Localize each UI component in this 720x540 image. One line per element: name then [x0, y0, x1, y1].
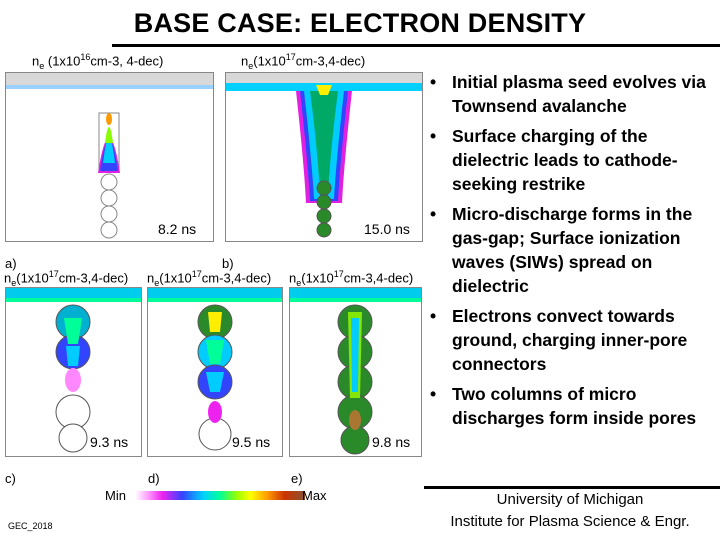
- bullet-item: • Initial plasma seed evolves via Townsen…: [430, 72, 706, 116]
- footer-affiliation: University of Michigan Institute for Pla…: [420, 489, 720, 533]
- panel-b-time: 15.0 ns: [364, 221, 410, 237]
- panel-e-letter: e): [291, 471, 303, 486]
- panel-b-plot: [225, 72, 423, 242]
- panel-d-time: 9.5 ns: [232, 434, 271, 450]
- panel-a-label: ne (1x1016cm-3, 4-dec): [32, 52, 164, 71]
- bullet-item: • Micro-discharge forms in the gas-gap; S…: [430, 204, 693, 296]
- colorbar: [135, 491, 305, 500]
- panel-a-time: 8.2 ns: [158, 221, 197, 237]
- bullet-marker: •: [430, 306, 437, 326]
- panel-d-letter: d): [148, 471, 160, 486]
- panel-a-letter: a): [5, 256, 17, 271]
- bullet-list: • Initial plasma seed evolves via Townsen…: [428, 70, 718, 436]
- title-underline: [112, 44, 720, 47]
- colorbar-max-label: Max: [302, 488, 327, 503]
- bullet-item: • Surface charging of the dielectric lead…: [430, 126, 678, 194]
- slide-title: BASE CASE: ELECTRON DENSITY: [133, 8, 587, 38]
- panel-c-time: 9.3 ns: [90, 434, 129, 450]
- bullet-item: • Electrons convect towards ground, charg…: [430, 306, 688, 374]
- panel-c-letter: c): [5, 471, 16, 486]
- panel-e-plot: [289, 287, 422, 457]
- bullet-marker: •: [430, 126, 437, 146]
- panel-c-label: ne(1x1017cm-3,4-dec): [4, 269, 129, 288]
- footer-rule: [424, 486, 720, 489]
- panel-a-plot: [5, 72, 214, 242]
- panel-b-letter: b): [222, 256, 234, 271]
- panel-d-plot: [147, 287, 283, 457]
- panel-b-label: ne(1x1017cm-3,4-dec): [241, 52, 366, 71]
- panel-c-plot: [5, 287, 142, 457]
- panel-d-label: ne(1x1017cm-3,4-dec): [147, 269, 272, 288]
- bullet-marker: •: [430, 384, 437, 404]
- corner-note: GEC_2018: [8, 521, 53, 531]
- panel-e-time: 9.8 ns: [372, 434, 411, 450]
- colorbar-min-label: Min: [105, 488, 126, 503]
- bullet-item: • Two columns of micro discharges form in…: [430, 384, 697, 428]
- footer-line-1: University of Michigan: [496, 491, 644, 508]
- panel-e-label: ne(1x1017cm-3,4-dec): [289, 269, 414, 288]
- bullet-marker: •: [430, 204, 437, 224]
- footer-line-2: Institute for Plasma Science & Engr.: [450, 513, 690, 530]
- bullet-marker: •: [430, 72, 437, 92]
